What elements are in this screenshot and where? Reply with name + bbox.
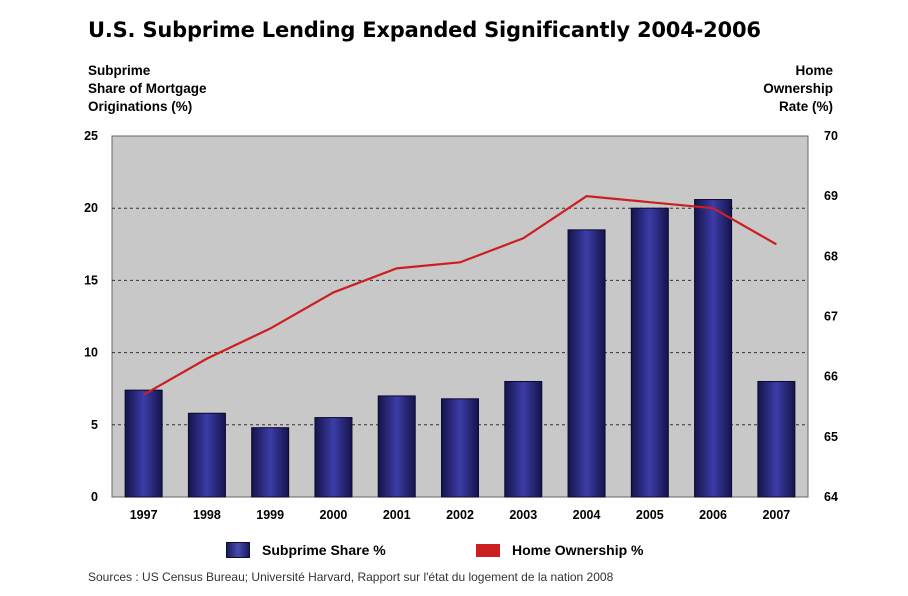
right-tick-label: 69 [824, 189, 838, 203]
x-tick-label: 2007 [762, 508, 790, 522]
x-tick-label: 2000 [320, 508, 348, 522]
left-tick-label: 20 [84, 201, 98, 215]
left-tick-label: 25 [84, 129, 98, 143]
left-tick-label: 0 [91, 490, 98, 504]
right-tick-label: 66 [824, 370, 838, 384]
right-tick-label: 67 [824, 310, 838, 324]
right-tick-label: 68 [824, 249, 838, 263]
bar-1998 [187, 412, 226, 498]
bar-2003 [504, 380, 543, 498]
bar-2000 [314, 417, 353, 498]
bar-2004 [567, 229, 606, 498]
x-tick-label: 1998 [193, 508, 221, 522]
left-tick-label: 15 [84, 273, 98, 287]
right-axis-title: Home Ownership Rate (%) [763, 63, 833, 114]
left-tick-label: 10 [84, 346, 98, 360]
legend-bar-swatch [226, 542, 250, 558]
bar-1997 [124, 389, 163, 498]
left-tick-label: 5 [91, 418, 98, 432]
source-note: Sources : US Census Bureau; Université H… [88, 570, 614, 584]
right-tick-label: 70 [824, 129, 838, 143]
legend-subprime: Subprime Share % [226, 542, 386, 558]
left-axis-title: Subprime Share of Mortgage Originations … [88, 63, 207, 114]
x-tick-label: 2003 [509, 508, 537, 522]
bar-2002 [441, 398, 479, 498]
right-tick-label: 65 [824, 430, 838, 444]
legend-home-ownership-label: Home Ownership % [512, 542, 644, 558]
x-tick-label: 2005 [636, 508, 664, 522]
legend-line-swatch [476, 543, 500, 557]
legend-home-ownership: Home Ownership % [476, 542, 643, 558]
bar-2007 [757, 380, 796, 498]
x-tick-label: 2001 [383, 508, 411, 522]
bar-2001 [377, 395, 416, 498]
x-tick-label: 2004 [573, 508, 601, 522]
bar-2005 [630, 207, 669, 498]
bar-2006 [694, 199, 733, 498]
x-tick-label: 1997 [130, 508, 158, 522]
bar-1999 [251, 427, 290, 498]
chart-title: U.S. Subprime Lending Expanded Significa… [88, 18, 761, 42]
x-tick-label: 2006 [699, 508, 727, 522]
x-tick-label: 2002 [446, 508, 474, 522]
right-tick-label: 64 [824, 490, 838, 504]
legend-subprime-label: Subprime Share % [262, 542, 386, 558]
x-tick-label: 1999 [256, 508, 284, 522]
